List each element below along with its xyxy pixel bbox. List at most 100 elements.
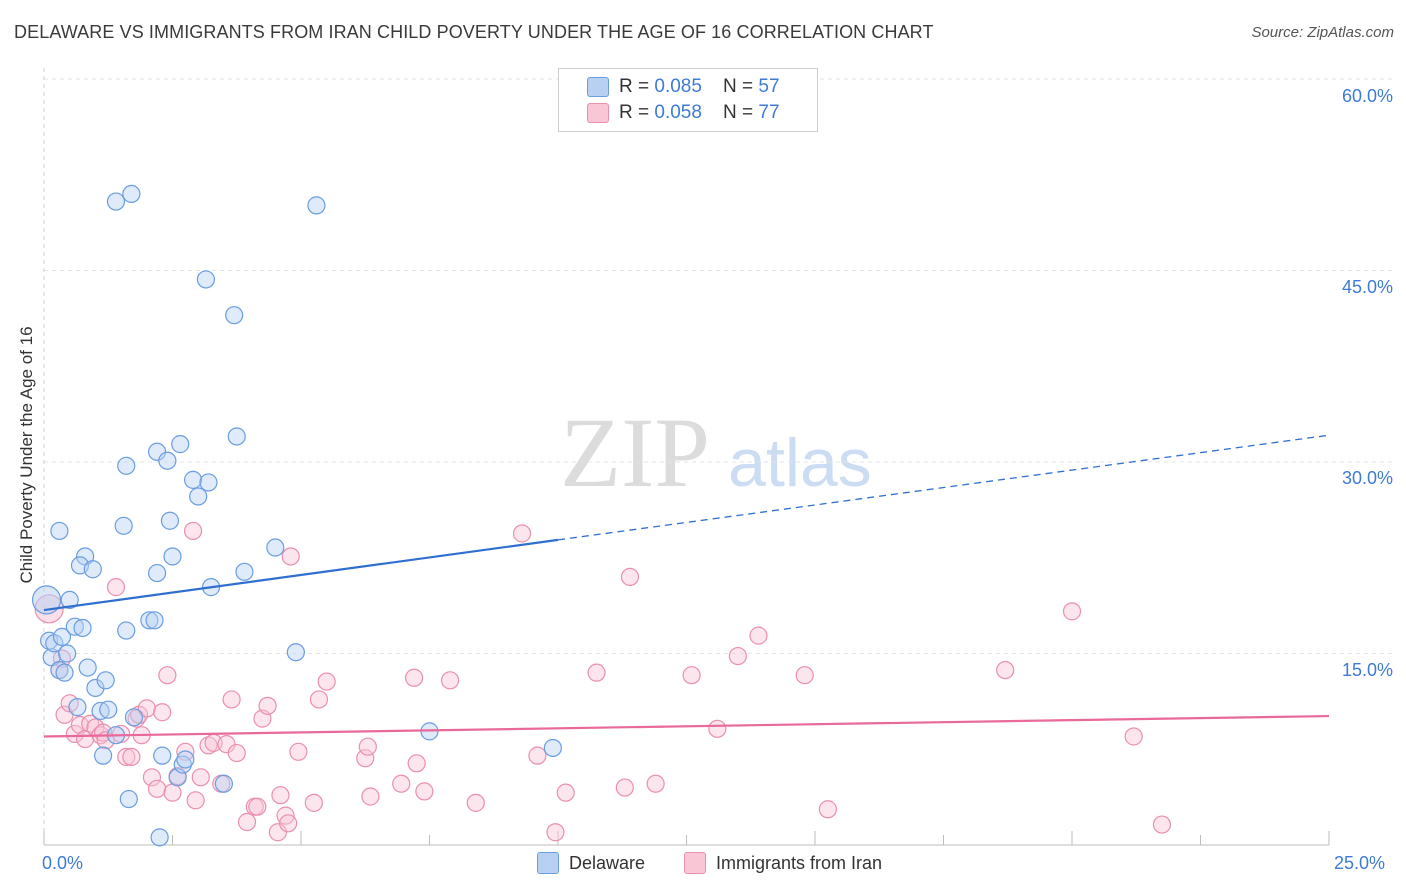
iran-point bbox=[682, 666, 701, 685]
delaware-point bbox=[50, 660, 69, 680]
delaware-point bbox=[31, 585, 62, 615]
delaware-point bbox=[196, 270, 216, 289]
iran-point bbox=[546, 823, 565, 842]
legend-swatch-blue bbox=[587, 77, 609, 97]
iran-point bbox=[227, 743, 246, 763]
r-value-delaware: 0.085 bbox=[654, 76, 702, 97]
delaware-point bbox=[199, 473, 218, 492]
iran-point bbox=[415, 782, 434, 801]
delaware-point bbox=[147, 442, 167, 461]
iran-point bbox=[512, 524, 532, 543]
delaware-point bbox=[150, 828, 169, 847]
r-value-iran: 0.058 bbox=[654, 102, 702, 123]
legend-swatch-pink bbox=[684, 852, 706, 874]
n-value-iran: 77 bbox=[758, 102, 780, 123]
iran-point bbox=[183, 521, 203, 541]
delaware-point bbox=[106, 192, 126, 211]
delaware-point bbox=[52, 627, 72, 647]
watermark-zip: ZIP bbox=[560, 397, 710, 508]
delaware-point bbox=[140, 611, 159, 630]
legend-label-iran: Immigrants from Iran bbox=[716, 852, 883, 873]
delaware-point bbox=[171, 435, 190, 454]
delaware-point bbox=[65, 617, 84, 636]
correlation-legend: R = 0.085 N = 57 R = 0.058 N = 77 bbox=[558, 68, 818, 132]
iran-point bbox=[117, 747, 136, 767]
iran-point bbox=[358, 737, 377, 756]
delaware-point bbox=[94, 746, 113, 765]
iran-point bbox=[65, 724, 84, 744]
x-tick-label-max: 25.0% bbox=[1334, 853, 1386, 873]
delaware-point bbox=[55, 663, 74, 682]
y-tick-label-30: 30.0% bbox=[1341, 468, 1393, 488]
iran-point bbox=[466, 793, 485, 812]
legend-stats-delaware: R = 0.085 N = 57 bbox=[619, 76, 780, 98]
iran-point bbox=[137, 699, 156, 718]
iran-point bbox=[281, 547, 300, 566]
r-label: R = bbox=[619, 102, 655, 123]
r-label: R = bbox=[619, 76, 655, 97]
source-credit: Source: ZipAtlas.com bbox=[1251, 24, 1394, 41]
iran-point bbox=[153, 703, 172, 722]
delaware-point bbox=[145, 611, 164, 630]
iran-point bbox=[317, 672, 336, 691]
delaware-point bbox=[163, 547, 182, 566]
iran-point bbox=[708, 719, 727, 738]
iran-point bbox=[163, 783, 182, 802]
bottom-legend-iran: Immigrants from Iran bbox=[684, 851, 882, 875]
y-tick-label-45: 45.0% bbox=[1341, 277, 1393, 297]
iran-point bbox=[587, 663, 606, 682]
legend-swatch-blue bbox=[537, 852, 559, 874]
delaware-trend-line bbox=[43, 538, 559, 612]
delaware-point bbox=[543, 738, 562, 758]
iran-point bbox=[199, 736, 218, 755]
iran-trend-line bbox=[43, 714, 1330, 738]
iran-point bbox=[147, 779, 167, 798]
iran-point bbox=[106, 578, 126, 597]
legend-swatch-pink bbox=[587, 103, 609, 123]
delaware-point bbox=[158, 451, 177, 470]
delaware-point bbox=[86, 678, 105, 698]
delaware-point bbox=[117, 621, 136, 640]
iran-point bbox=[217, 735, 236, 754]
iran-point bbox=[407, 754, 426, 773]
delaware-point bbox=[176, 750, 195, 769]
delaware-point bbox=[153, 746, 172, 765]
delaware-point bbox=[60, 590, 79, 609]
delaware-point bbox=[227, 427, 246, 446]
delaware-point bbox=[124, 708, 144, 727]
delaware-point bbox=[307, 196, 326, 215]
iran-point bbox=[122, 747, 141, 767]
iran-point bbox=[749, 626, 768, 645]
iran-point bbox=[271, 786, 290, 805]
bottom-legend-delaware: Delaware bbox=[537, 851, 645, 875]
iran-point bbox=[728, 646, 748, 666]
iran-point bbox=[309, 690, 329, 709]
iran-point bbox=[258, 696, 277, 715]
delaware-point bbox=[73, 618, 92, 638]
chart-title: DELAWARE VS IMMIGRANTS FROM IRAN CHILD P… bbox=[14, 22, 934, 42]
iran-point bbox=[304, 793, 323, 812]
delaware-point bbox=[189, 487, 208, 506]
iran-point bbox=[615, 778, 634, 797]
iran-point bbox=[818, 800, 837, 819]
iran-point bbox=[361, 787, 380, 806]
n-label: N = bbox=[723, 102, 759, 123]
x-tick-label-min: 0.0% bbox=[42, 853, 84, 873]
delaware-point bbox=[225, 306, 244, 325]
iran-point bbox=[1124, 727, 1143, 746]
delaware-point bbox=[160, 511, 180, 530]
delaware-point bbox=[96, 671, 115, 690]
iran-point bbox=[222, 690, 241, 709]
delaware-point bbox=[286, 643, 305, 662]
iran-point bbox=[996, 660, 1015, 680]
iran-point bbox=[237, 812, 257, 832]
delaware-point bbox=[50, 521, 69, 541]
iran-point bbox=[248, 797, 267, 816]
delaware-point bbox=[147, 563, 167, 583]
iran-point bbox=[279, 814, 298, 833]
y-tick-label-60: 60.0% bbox=[1341, 86, 1393, 106]
delaware-point bbox=[266, 538, 285, 557]
delaware-point bbox=[83, 560, 102, 579]
delaware-point bbox=[173, 755, 192, 774]
